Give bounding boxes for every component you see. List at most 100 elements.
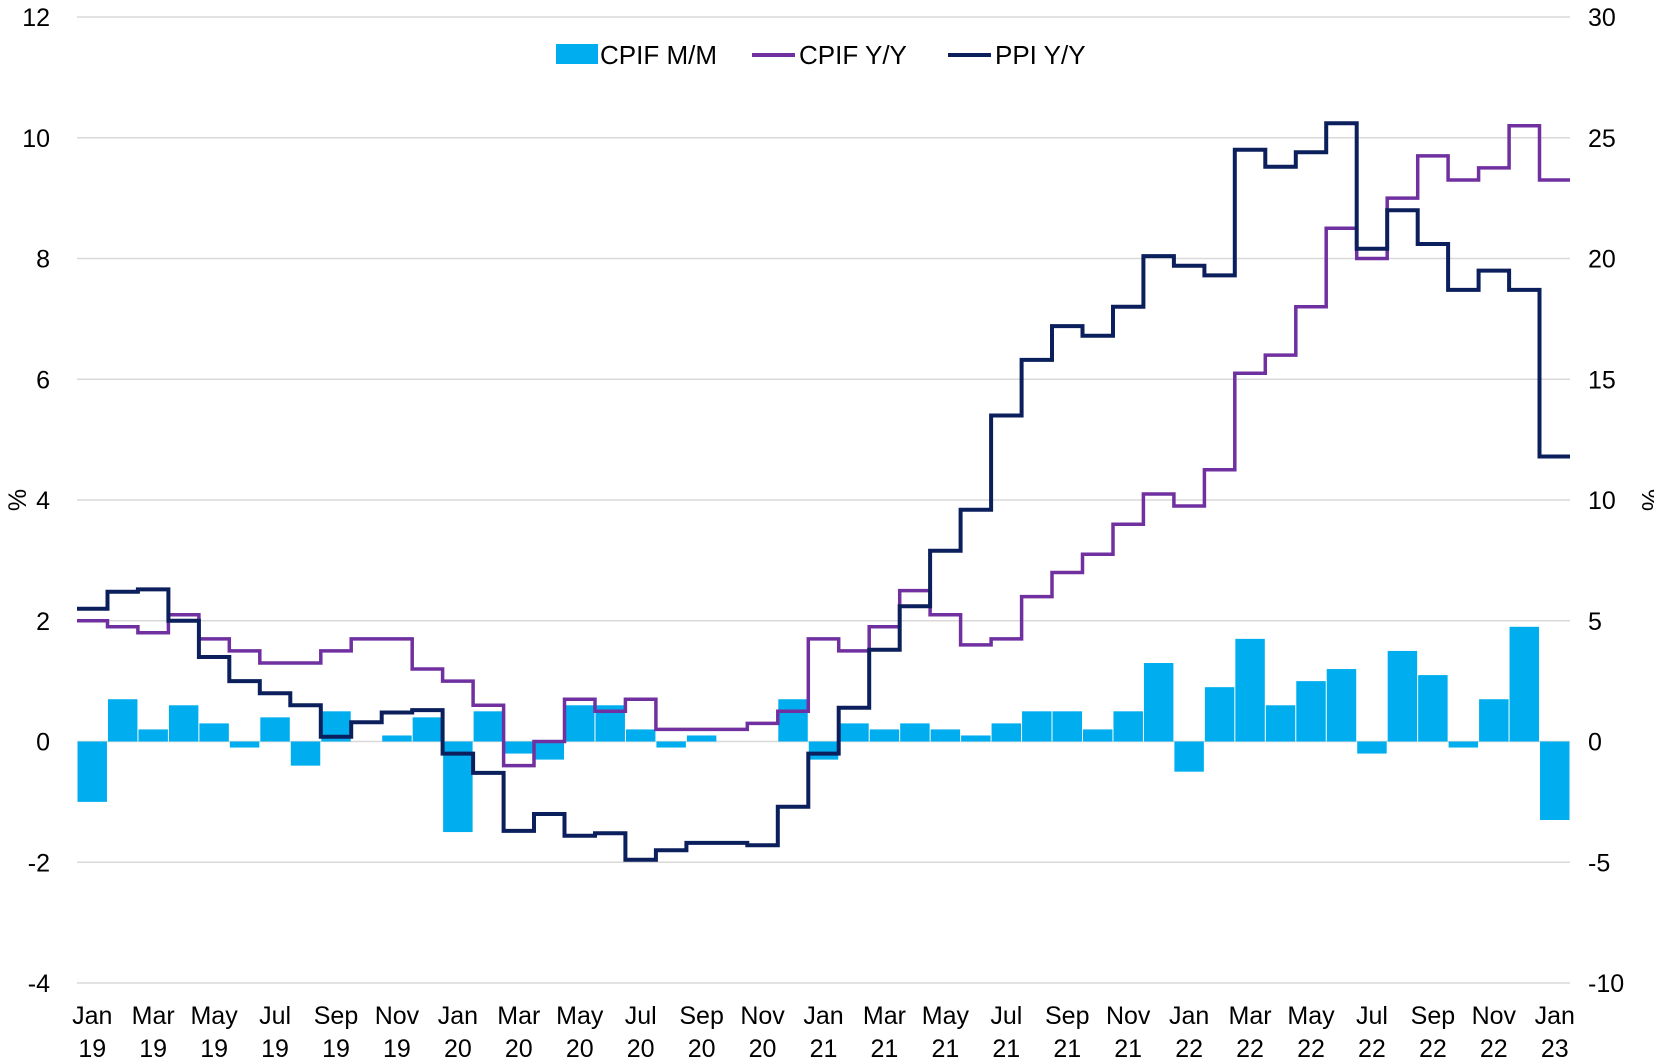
x-tick-month: Mar: [132, 1002, 175, 1030]
x-tick-month: Jan: [1535, 1002, 1575, 1030]
bar-cpif-mm: [1540, 741, 1570, 820]
x-tick-year: 20: [688, 1035, 716, 1063]
bar-cpif-mm: [229, 741, 260, 748]
left-tick-label: 2: [36, 608, 50, 636]
bar-cpif-mm: [1082, 729, 1113, 742]
x-tick-month: Sep: [314, 1002, 358, 1030]
x-tick-year: 19: [139, 1035, 167, 1063]
bar-cpif-mm: [1326, 669, 1357, 742]
left-tick-label: 10: [22, 125, 50, 153]
x-tick-month: Jul: [625, 1002, 657, 1030]
bar-cpif-mm: [778, 699, 808, 742]
right-axis-label: %: [1636, 489, 1654, 511]
x-tick-month: Nov: [1472, 1002, 1517, 1030]
bar-cpif-mm: [656, 741, 686, 748]
x-tick-year: 21: [871, 1035, 899, 1063]
bar-cpif-mm: [1174, 741, 1204, 772]
x-tick-year: 20: [566, 1035, 594, 1063]
x-tick-year: 19: [322, 1035, 350, 1063]
bar-cpif-mm: [473, 711, 504, 742]
bar-cpif-mm: [168, 705, 199, 742]
gridlines: [77, 16, 1570, 984]
bar-cpif-mm: [290, 741, 321, 766]
x-tick-month: Mar: [863, 1002, 906, 1030]
bar-cpif-mm: [1387, 650, 1418, 742]
right-tick-label: 5: [1588, 608, 1602, 636]
line-ppi-yy: [77, 121, 1570, 862]
right-axis-ticks: -10 -5 0 5 10 15 20 25 30: [1588, 4, 1624, 998]
bar-cpif-mm: [1265, 705, 1296, 742]
bar-cpif-mm: [900, 723, 930, 742]
x-tick-year: 22: [1358, 1035, 1386, 1063]
legend-swatch-cpif-mm: [556, 44, 598, 64]
bar-cpif-mm: [991, 723, 1022, 742]
bar-cpif-mm: [1357, 741, 1387, 754]
bar-cpif-mm: [839, 723, 869, 742]
x-tick-year: 22: [1175, 1035, 1203, 1063]
x-tick-month: Mar: [1229, 1002, 1272, 1030]
bar-cpif-mm: [1479, 699, 1509, 742]
bar-cpif-mm: [686, 735, 717, 742]
x-tick-year: 20: [749, 1035, 777, 1063]
left-tick-label: 4: [36, 487, 50, 515]
legend-label-cpif-mm: CPIF M/M: [600, 40, 717, 70]
bar-cpif-mm: [107, 699, 138, 742]
x-tick-month: Nov: [375, 1002, 420, 1030]
bar-cpif-mm: [1296, 681, 1326, 742]
bar-cpif-mm: [382, 735, 412, 742]
cpif-mm-bars: [77, 626, 1570, 833]
x-tick-year: 20: [444, 1035, 472, 1063]
bar-cpif-mm: [1509, 626, 1540, 742]
line-cpif-yy: [77, 123, 1570, 768]
x-tick-month: Jul: [1356, 1002, 1388, 1030]
x-tick-year: 21: [1114, 1035, 1142, 1063]
left-tick-label: 12: [22, 4, 50, 32]
legend-label-cpif-yy: CPIF Y/Y: [799, 40, 907, 70]
bar-cpif-mm: [443, 741, 473, 833]
x-tick-year: 21: [810, 1035, 838, 1063]
bar-cpif-mm: [1113, 711, 1143, 742]
x-tick-month: Sep: [1411, 1002, 1455, 1030]
bar-cpif-mm: [961, 735, 991, 742]
bar-cpif-mm: [1143, 663, 1174, 742]
right-tick-label: 15: [1588, 366, 1616, 394]
left-tick-label: -2: [28, 849, 50, 877]
bar-cpif-mm: [1235, 638, 1265, 742]
x-tick-month: Nov: [1106, 1002, 1151, 1030]
left-axis-label: %: [4, 489, 32, 511]
x-tick-year: 21: [992, 1035, 1020, 1063]
x-tick-year: 22: [1480, 1035, 1508, 1063]
series-lines: [77, 121, 1570, 862]
x-tick-month: Mar: [497, 1002, 540, 1030]
x-tick-month: May: [556, 1002, 604, 1030]
bar-cpif-mm: [504, 741, 534, 754]
x-tick-year: 22: [1419, 1035, 1447, 1063]
left-axis-ticks: -4 -2 0 2 4 6 8 10 12: [22, 4, 50, 998]
x-tick-month: Jan: [1169, 1002, 1209, 1030]
x-tick-month: Jul: [990, 1002, 1022, 1030]
x-tick-year: 22: [1297, 1035, 1325, 1063]
x-tick-year: 19: [383, 1035, 411, 1063]
x-tick-month: May: [1287, 1002, 1335, 1030]
x-tick-month: Jan: [72, 1002, 112, 1030]
right-tick-label: 20: [1588, 246, 1616, 274]
right-tick-label: 30: [1588, 4, 1616, 32]
left-tick-label: 8: [36, 246, 50, 274]
bar-cpif-mm: [138, 729, 168, 742]
bar-cpif-mm: [1448, 741, 1479, 748]
bar-cpif-mm: [534, 741, 565, 760]
bar-cpif-mm: [869, 729, 900, 742]
x-tick-year: 20: [627, 1035, 655, 1063]
bar-cpif-mm: [1204, 687, 1235, 742]
left-tick-label: -4: [28, 970, 50, 998]
x-tick-month: Sep: [1045, 1002, 1089, 1030]
bar-cpif-mm: [1418, 675, 1448, 742]
left-tick-label: 0: [36, 729, 50, 757]
right-tick-label: -5: [1588, 849, 1610, 877]
bar-cpif-mm: [565, 705, 595, 742]
right-tick-label: 25: [1588, 125, 1616, 153]
x-tick-year: 20: [505, 1035, 533, 1063]
bar-cpif-mm: [412, 717, 443, 742]
x-axis-ticks: Jan 19 Mar 19 May 19 Jul 19 Sep 19 Nov 19 Jan 20 Mar 20…: [72, 1002, 1575, 1063]
